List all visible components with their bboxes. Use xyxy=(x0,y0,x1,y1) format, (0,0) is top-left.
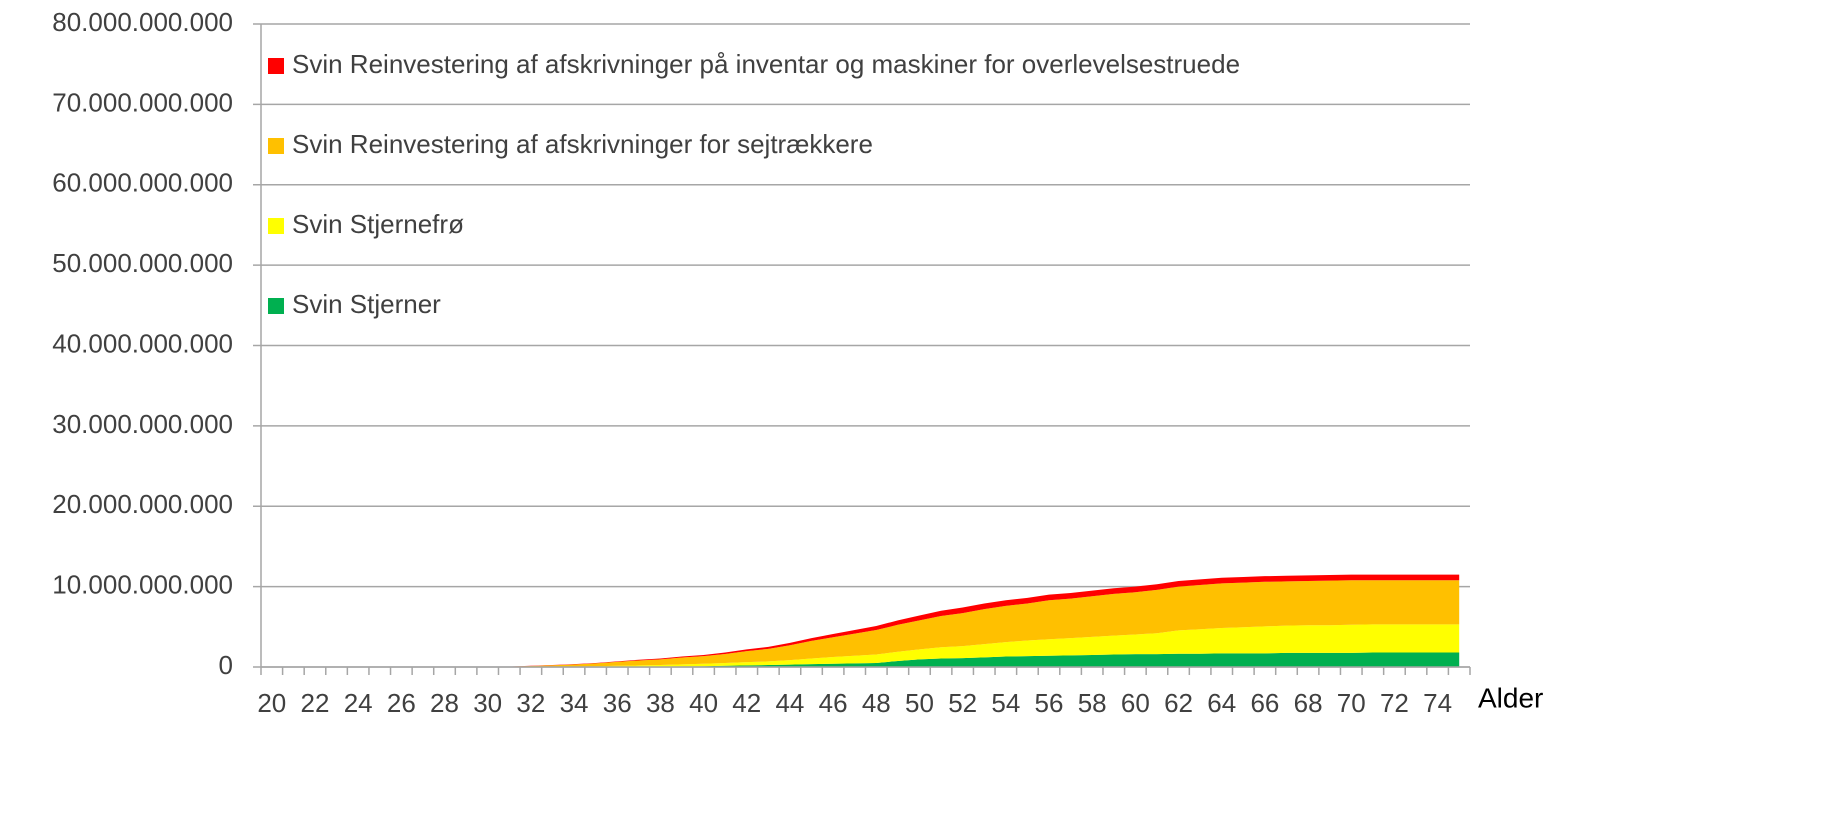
legend-label: Svin Reinvestering af afskrivninger på i… xyxy=(292,49,1240,79)
legend-label: Svin Stjernefrø xyxy=(292,209,464,239)
x-tick-label: 38 xyxy=(646,688,675,718)
y-tick-label: 0 xyxy=(219,650,233,680)
area xyxy=(271,580,1460,667)
x-tick-label: 44 xyxy=(775,688,804,718)
x-tick-label: 64 xyxy=(1207,688,1236,718)
y-tick-label: 80.000.000.000 xyxy=(52,7,233,37)
x-tick-label: 20 xyxy=(257,688,286,718)
x-tick-label: 36 xyxy=(603,688,632,718)
legend-swatch xyxy=(268,298,284,314)
x-tick-label: 60 xyxy=(1121,688,1150,718)
x-tick-label: 34 xyxy=(560,688,589,718)
x-tick-label: 58 xyxy=(1078,688,1107,718)
x-tick-label: 74 xyxy=(1423,688,1452,718)
y-tick-label: 10.000.000.000 xyxy=(52,570,233,600)
x-tick-label: 40 xyxy=(689,688,718,718)
x-tick-label: 52 xyxy=(948,688,977,718)
x-tick-label: 50 xyxy=(905,688,934,718)
legend-swatch xyxy=(268,138,284,154)
x-tick-label: 30 xyxy=(473,688,502,718)
area xyxy=(271,624,1460,667)
y-tick-label: 70.000.000.000 xyxy=(52,87,233,117)
x-tick-label: 48 xyxy=(862,688,891,718)
x-tick-label: 32 xyxy=(516,688,545,718)
x-tick-label: 22 xyxy=(301,688,330,718)
legend-swatch xyxy=(268,58,284,74)
x-tick-label: 24 xyxy=(344,688,373,718)
x-tick-label: 62 xyxy=(1164,688,1193,718)
x-tick-label: 54 xyxy=(991,688,1020,718)
legend-label: Svin Reinvestering af afskrivninger for … xyxy=(292,129,873,159)
x-tick-label: 66 xyxy=(1250,688,1279,718)
area xyxy=(271,652,1460,667)
y-tick-label: 50.000.000.000 xyxy=(52,248,233,278)
x-tick-label: 70 xyxy=(1337,688,1366,718)
x-tick-label: 68 xyxy=(1294,688,1323,718)
y-tick-label: 20.000.000.000 xyxy=(52,489,233,519)
y-tick-label: 30.000.000.000 xyxy=(52,409,233,439)
legend-swatch xyxy=(268,218,284,234)
y-tick-label: 40.000.000.000 xyxy=(52,328,233,358)
x-tick-label: 46 xyxy=(819,688,848,718)
y-tick-label: 60.000.000.000 xyxy=(52,168,233,198)
x-tick-label: 56 xyxy=(1035,688,1064,718)
legend-label: Svin Stjerner xyxy=(292,289,441,319)
x-tick-label: 72 xyxy=(1380,688,1409,718)
x-tick-label: 42 xyxy=(732,688,761,718)
x-axis-label: Alder xyxy=(1478,682,1543,713)
x-tick-label: 26 xyxy=(387,688,416,718)
x-tick-label: 28 xyxy=(430,688,459,718)
